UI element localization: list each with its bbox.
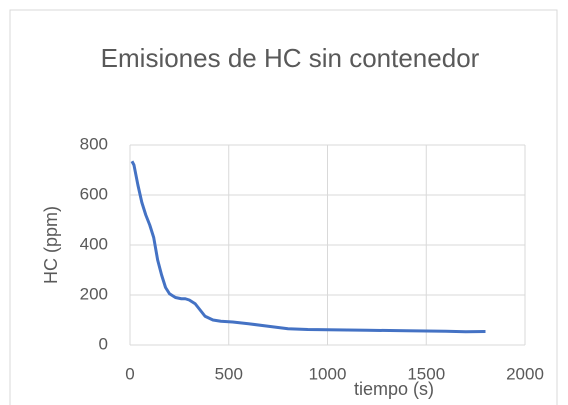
x-tick-label: 2000: [506, 364, 544, 383]
x-tick-label: 500: [215, 364, 243, 383]
data-line: [130, 160, 486, 334]
x-tick-label: 1000: [309, 364, 347, 383]
x-axis-label: tiempo (s): [354, 379, 434, 399]
y-tick-label: 200: [80, 284, 108, 303]
x-tick-label: 0: [125, 364, 134, 383]
y-axis-label: HC (ppm): [41, 206, 61, 284]
y-tick-label: 800: [80, 134, 108, 153]
y-tick-label: 600: [80, 184, 108, 203]
y-tick-label: 0: [99, 334, 108, 353]
x-tick-label: 1500: [407, 364, 445, 383]
chart-border: [9, 9, 558, 405]
y-tick-label: 400: [80, 234, 108, 253]
chart-title: Emisiones de HC sin contenedor: [100, 43, 480, 73]
